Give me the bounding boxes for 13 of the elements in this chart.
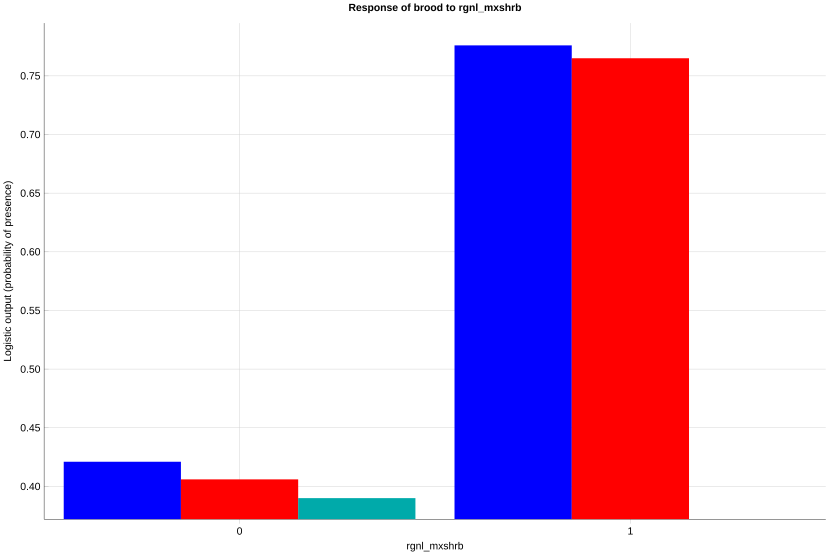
y-tick-label: 0.60: [20, 248, 40, 256]
chart-title: Response of brood to rgnl_mxshrb: [349, 3, 522, 14]
y-axis-title: Logistic output (probability of presence): [3, 181, 14, 361]
x-axis-title: rgnl_mxshrb: [407, 542, 464, 552]
y-tick-label: 0.75: [20, 72, 40, 80]
y-tick-label: 0.50: [20, 365, 40, 373]
y-tick-label: 0.65: [20, 190, 40, 197]
y-tick-label: 0.70: [20, 130, 40, 138]
y-tick-label: 0.45: [20, 424, 40, 432]
y-tick-label: 0.55: [20, 306, 40, 314]
x-tick-label: 1: [628, 527, 633, 535]
x-tick-label: 0: [237, 527, 242, 535]
y-tick-label: 0.40: [20, 482, 40, 490]
